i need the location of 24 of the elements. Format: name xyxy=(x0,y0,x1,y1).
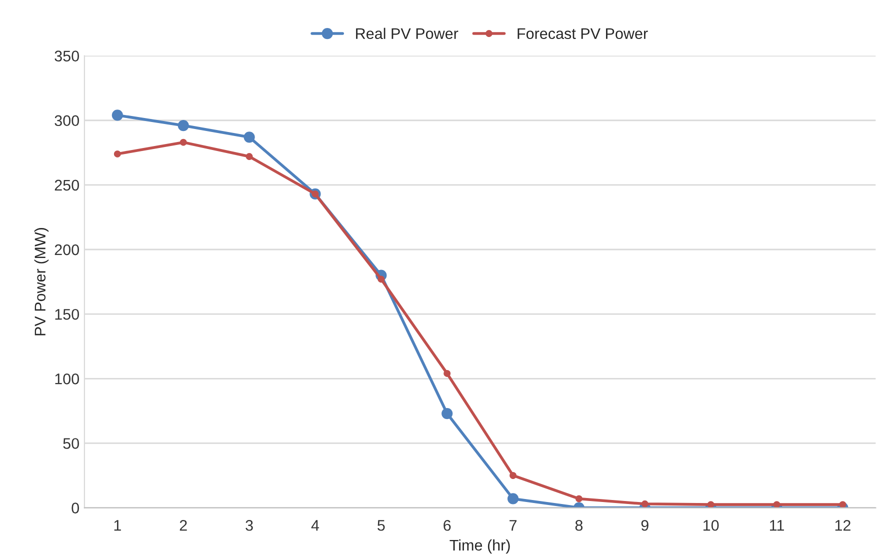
y-tick-label: 350 xyxy=(54,50,79,62)
legend-label: Forecast PV Power xyxy=(518,28,648,40)
x-tick-label: 3 xyxy=(246,520,253,531)
y-tick-label: 0 xyxy=(72,502,79,514)
x-tick-label: 8 xyxy=(575,520,583,531)
x-tick-label: 5 xyxy=(378,520,385,531)
x-tick-label: 12 xyxy=(835,520,850,531)
y-tick-label: 200 xyxy=(54,244,79,256)
y-tick-label: 150 xyxy=(55,308,79,320)
x-tick-label: 10 xyxy=(704,520,719,531)
y-tick-label: 50 xyxy=(63,438,79,449)
y-tick-label: 300 xyxy=(54,115,79,126)
legend-label: Real PV Power xyxy=(356,28,458,40)
x-tick-label: 4 xyxy=(311,520,320,531)
x-tick-label: 6 xyxy=(444,520,451,531)
y-axis-title: PV Power (MW) xyxy=(34,228,49,336)
y-tick-label: 250 xyxy=(54,180,79,191)
x-tick-label: 2 xyxy=(180,520,187,531)
x-tick-label: 7 xyxy=(510,520,517,531)
x-tick-label: 9 xyxy=(641,520,648,531)
x-tick-label: 11 xyxy=(770,520,784,531)
x-tick-label: 1 xyxy=(114,520,121,531)
x-axis-title: Time (hr) xyxy=(450,539,510,554)
y-tick-label: 100 xyxy=(55,374,79,384)
